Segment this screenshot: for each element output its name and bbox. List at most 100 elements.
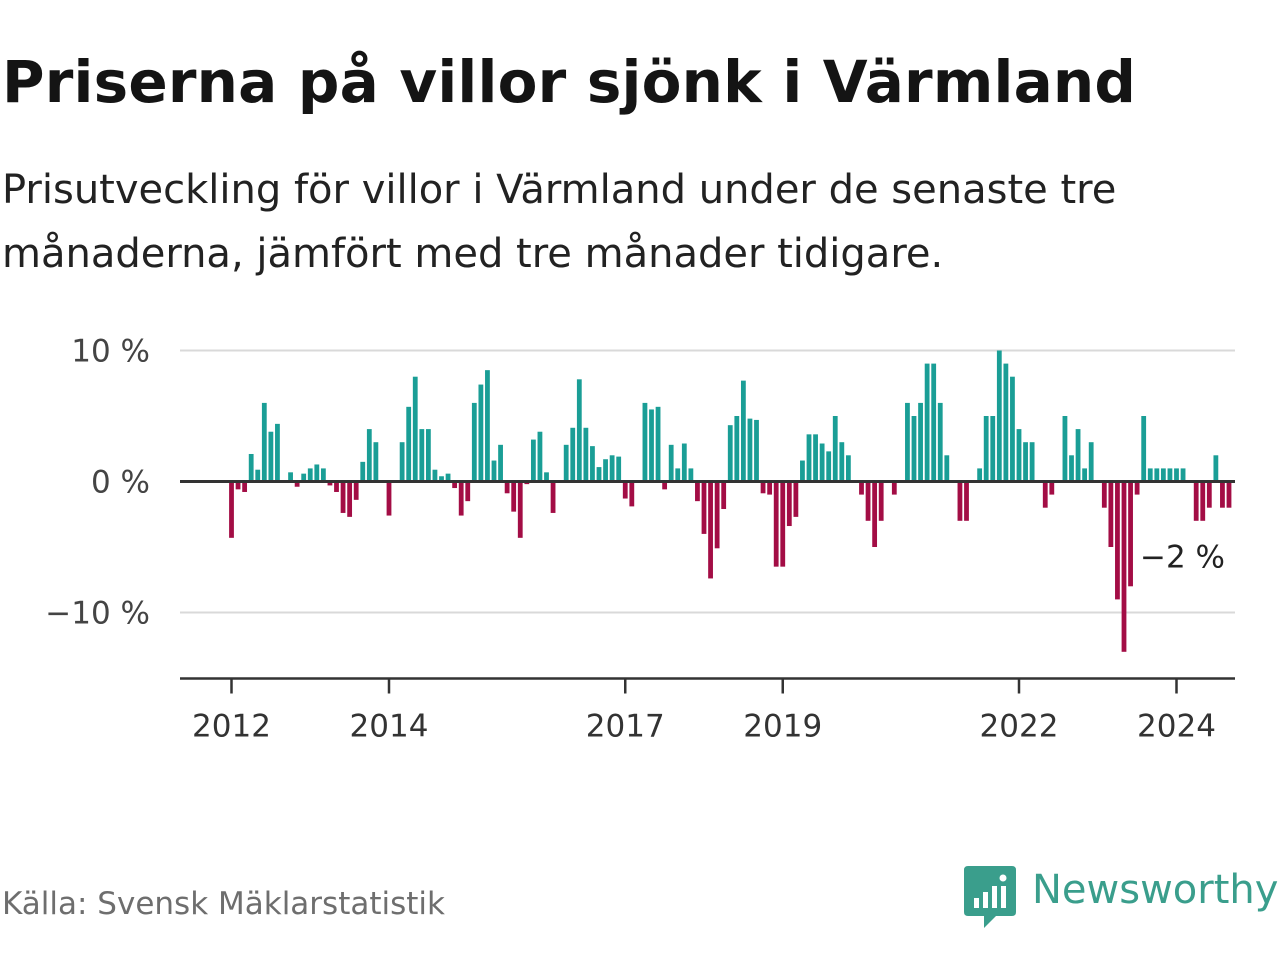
bar: [596, 467, 602, 482]
bar: [964, 481, 969, 521]
bar: [983, 416, 989, 482]
bar: [937, 402, 943, 482]
x-tick-label: 2014: [350, 709, 429, 745]
bar: [458, 481, 464, 516]
bar: [1108, 481, 1114, 547]
bar: [727, 425, 733, 482]
bar: [668, 444, 674, 482]
bar: [944, 455, 950, 482]
bar: [734, 416, 740, 482]
bar: [399, 442, 405, 482]
bar: [767, 481, 773, 495]
bar: [439, 476, 444, 482]
bar: [786, 481, 792, 527]
bar: [261, 402, 267, 482]
axis-layer: [180, 480, 1235, 694]
bar: [301, 473, 307, 482]
bar: [695, 481, 700, 502]
bar: [485, 370, 490, 482]
bar: [419, 429, 425, 482]
bar: [406, 406, 412, 482]
bar: [905, 402, 910, 482]
bar: [1174, 468, 1179, 482]
bar: [616, 456, 622, 482]
newsworthy-logo-icon: [964, 866, 1016, 928]
bar: [996, 350, 1002, 482]
bar: [294, 481, 300, 487]
bar: [432, 469, 438, 482]
bar: [839, 442, 845, 482]
bar: [1042, 481, 1048, 508]
bar: [754, 419, 759, 482]
bar: [255, 469, 261, 482]
bar: [327, 481, 333, 486]
brand-name: Newsworthy: [1032, 867, 1279, 913]
bar: [701, 481, 707, 534]
bar: [425, 429, 431, 482]
bar: [865, 481, 871, 521]
bar: [353, 481, 359, 500]
bar: [570, 427, 576, 482]
grid-layer: [180, 349, 1235, 614]
bar: [609, 455, 615, 482]
source-credit: Källa: Svensk Mäklarstatistik: [2, 886, 445, 922]
bar: [1121, 481, 1127, 652]
bar: [681, 443, 687, 482]
bar: [1200, 481, 1206, 521]
bar: [340, 481, 346, 513]
bar: [918, 402, 923, 482]
bar: [1016, 429, 1022, 482]
page-title: Priserna på villor sjönk i Värmland: [2, 48, 1137, 116]
page-subtitle: Prisutveckling för villor i Värmland und…: [2, 167, 1117, 277]
bar: [373, 442, 379, 482]
bar: [1167, 468, 1173, 482]
bar: [649, 409, 654, 482]
bar: [629, 481, 635, 507]
bar: [740, 380, 746, 482]
bar: [688, 468, 694, 482]
bar: [1088, 442, 1094, 482]
bar: [1141, 416, 1147, 482]
bar: [248, 453, 254, 482]
y-tick-label: 0 %: [91, 465, 150, 501]
bar: [891, 481, 897, 495]
bar: [268, 431, 274, 482]
bar: [445, 473, 451, 482]
latest-value-label: −2 %: [1140, 540, 1225, 576]
bar: [1128, 481, 1133, 587]
bar: [1154, 468, 1160, 482]
bar: [1029, 442, 1035, 482]
bar: [478, 384, 484, 482]
bar: [550, 481, 556, 513]
bar: [760, 481, 766, 494]
bar: [622, 481, 628, 499]
bar: [1160, 468, 1166, 482]
bar: [386, 481, 392, 516]
bar: [1226, 481, 1232, 508]
bar: [708, 481, 713, 579]
bar: [452, 481, 458, 489]
bar: [655, 406, 661, 482]
bar: [1147, 468, 1153, 482]
bar: [576, 379, 582, 482]
bar: [773, 481, 779, 567]
bar: [1213, 455, 1219, 482]
bar: [471, 402, 477, 482]
bar: [990, 416, 996, 482]
bar: [1082, 468, 1088, 482]
bar: [366, 429, 372, 482]
y-tick-label: −10 %: [45, 596, 150, 632]
bar: [642, 402, 648, 482]
bar: [714, 481, 720, 549]
bar: [314, 464, 320, 482]
bar: [235, 481, 241, 490]
bar: [1010, 376, 1015, 482]
bar: [806, 434, 812, 482]
bar: [1023, 442, 1028, 482]
bar: [511, 481, 517, 512]
bar: [1134, 481, 1140, 495]
bar: [780, 481, 786, 567]
bar: [1062, 416, 1068, 482]
bar: [275, 423, 280, 482]
